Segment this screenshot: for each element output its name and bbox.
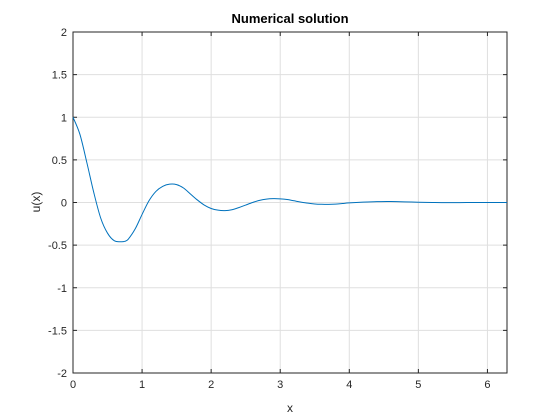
y-tick-label: 2 [61,27,67,39]
x-tick-label: 1 [139,379,145,391]
x-axis-label: x [287,401,293,415]
y-tick-label: 0.5 [52,155,67,167]
y-tick-label: -0.5 [48,240,67,252]
x-tick-label: 4 [346,379,352,391]
y-tick-label: -2 [57,368,67,380]
x-tick-label: 2 [208,379,214,391]
series-line [72,117,507,243]
y-tick-label: 0 [61,198,67,210]
y-tick-label: -1.5 [48,325,67,337]
y-axis-label: u(x) [29,192,43,213]
series-group [72,117,507,243]
y-tick-label: 1 [61,112,67,124]
x-tick-label: 6 [484,379,490,391]
axis-ticks: 0 1 2 3 4 5 6 -2 -1.5 -1 -0.5 0 0.5 1 1.5 2 [48,27,507,391]
x-tick-label: 3 [277,379,283,391]
x-tick-label: 5 [415,379,421,391]
y-tick-label: -1 [57,283,67,295]
y-tick-label: 1.5 [52,70,67,82]
chart-title: Numerical solution [231,11,348,26]
x-tick-label: 0 [70,379,76,391]
